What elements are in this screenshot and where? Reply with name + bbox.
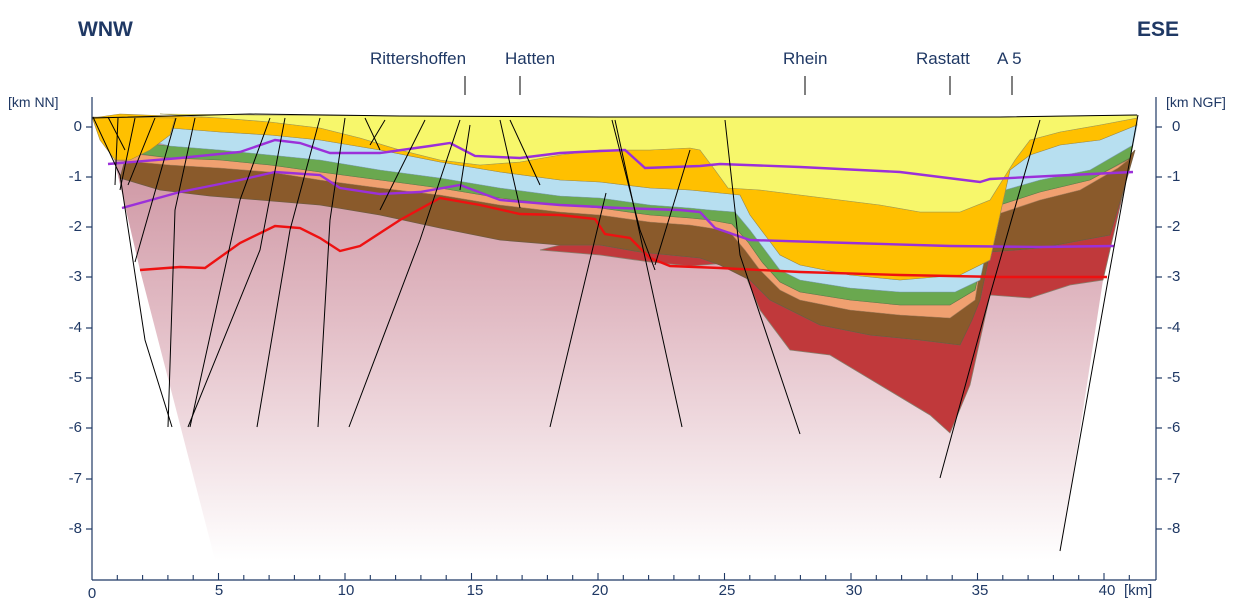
bottom-tick-label: 40 xyxy=(1098,582,1116,599)
place-label-rhein: Rhein xyxy=(783,49,828,68)
direction-right-label: ESE xyxy=(1137,18,1180,41)
right-tick-label: 0 xyxy=(1172,118,1181,135)
right-tick-label: -7 xyxy=(1167,470,1181,487)
horizon-red xyxy=(139,196,1107,279)
horizon-purple-upper xyxy=(107,138,1134,184)
place-label-rastatt: Rastatt xyxy=(916,49,970,68)
place-label-a5: A 5 xyxy=(997,49,1022,68)
right-axis xyxy=(1155,97,1162,580)
right-tick-label: -2 xyxy=(1167,218,1181,235)
left-tick-label: -3 xyxy=(68,268,82,285)
right-tick-label: -4 xyxy=(1167,319,1181,336)
left-tick-label: -8 xyxy=(68,520,82,537)
right-tick-label: -5 xyxy=(1167,369,1181,386)
left-tick-label: 0 xyxy=(73,118,82,135)
right-tick-label: -3 xyxy=(1167,268,1181,285)
place-label-hatten: Hatten xyxy=(505,49,556,68)
bottom-tick-label: 10 xyxy=(337,582,355,599)
right-axis-unit: [km NGF] xyxy=(1166,94,1226,110)
bottom-tick-label: 5 xyxy=(214,582,224,599)
left-axis-unit: [km NN] xyxy=(8,94,59,110)
left-tick-label: -4 xyxy=(68,319,82,336)
left-tick-label: -5 xyxy=(68,369,82,386)
left-tick-label: -1 xyxy=(68,168,82,185)
bottom-tick-label: 25 xyxy=(718,582,736,599)
ground-surface xyxy=(91,113,1138,119)
bottom-tick-label: 35 xyxy=(971,582,989,599)
place-markers xyxy=(464,76,1013,95)
right-tick-label: -8 xyxy=(1167,520,1181,537)
bottom-tick-label: 15 xyxy=(466,582,484,599)
fault-lines xyxy=(92,114,1139,552)
left-tick-label: -7 xyxy=(68,470,82,487)
horizon-purple-lower xyxy=(121,170,1115,249)
bottom-axis-unit: [km] xyxy=(1124,582,1153,599)
bottom-tick-label: 20 xyxy=(591,582,609,599)
bottom-axis-ticks xyxy=(116,573,1130,580)
left-tick-label: -6 xyxy=(68,419,82,436)
right-tick-label: -1 xyxy=(1167,168,1181,185)
place-label-rittershoffen: Rittershoffen xyxy=(370,49,467,68)
bottom-tick-label: 0 xyxy=(87,585,97,602)
direction-left-label: WNW xyxy=(78,18,133,41)
left-tick-label: -2 xyxy=(68,218,82,235)
right-tick-label: -6 xyxy=(1167,419,1181,436)
left-axis xyxy=(86,97,93,580)
bottom-tick-label: 30 xyxy=(845,582,863,599)
